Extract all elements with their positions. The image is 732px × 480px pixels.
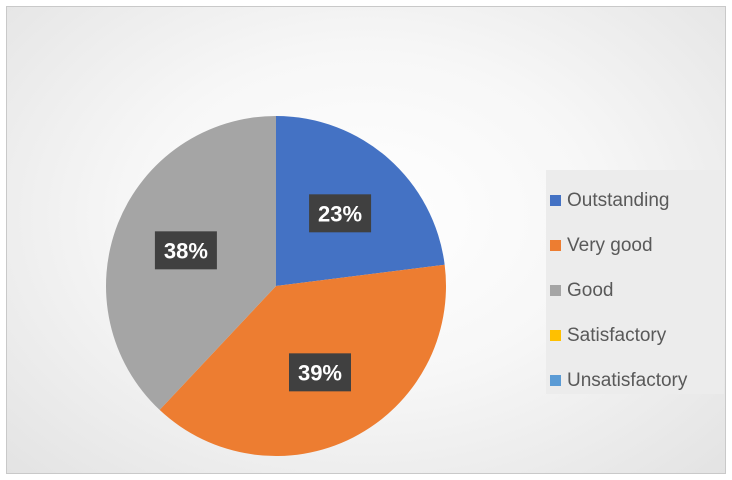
- data-label-box: [154, 231, 217, 270]
- legend-label: Unsatisfactory: [567, 369, 688, 391]
- data-label-text: 23%: [318, 201, 362, 226]
- data-label-text: 38%: [164, 238, 208, 263]
- legend-label: Outstanding: [567, 189, 670, 211]
- legend-swatch: [550, 375, 561, 386]
- legend-item-unsatisfactory: Unsatisfactory: [546, 358, 724, 403]
- legend-swatch: [550, 285, 561, 296]
- legend-item-very-good: Very good: [546, 223, 724, 268]
- legend-item-outstanding: Outstanding: [546, 178, 724, 223]
- legend-label: Satisfactory: [567, 324, 667, 346]
- data-label-text: 39%: [298, 360, 342, 385]
- legend-item-good: Good: [546, 268, 724, 313]
- data-label-box: [309, 194, 372, 233]
- data-label-box: [288, 353, 351, 392]
- legend-swatch: [550, 195, 561, 206]
- data-label: 38%: [154, 231, 217, 270]
- legend: Outstanding Very good Good Satisfactory …: [546, 170, 724, 394]
- legend-swatch: [550, 240, 561, 251]
- legend-label: Very good: [567, 234, 653, 256]
- legend-swatch: [550, 330, 561, 341]
- legend-item-satisfactory: Satisfactory: [546, 313, 724, 358]
- legend-label: Good: [567, 279, 614, 301]
- data-label: 39%: [288, 353, 351, 392]
- data-label: 23%: [309, 194, 372, 233]
